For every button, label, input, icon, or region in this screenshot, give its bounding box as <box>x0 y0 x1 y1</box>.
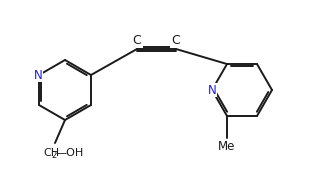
Text: C: C <box>172 33 180 47</box>
Text: 2: 2 <box>51 151 56 160</box>
Text: CH: CH <box>43 148 59 158</box>
Text: C: C <box>132 33 142 47</box>
Text: Me: Me <box>218 140 236 154</box>
Text: N: N <box>208 84 216 96</box>
Text: —OH: —OH <box>55 148 83 158</box>
Text: N: N <box>34 68 42 82</box>
